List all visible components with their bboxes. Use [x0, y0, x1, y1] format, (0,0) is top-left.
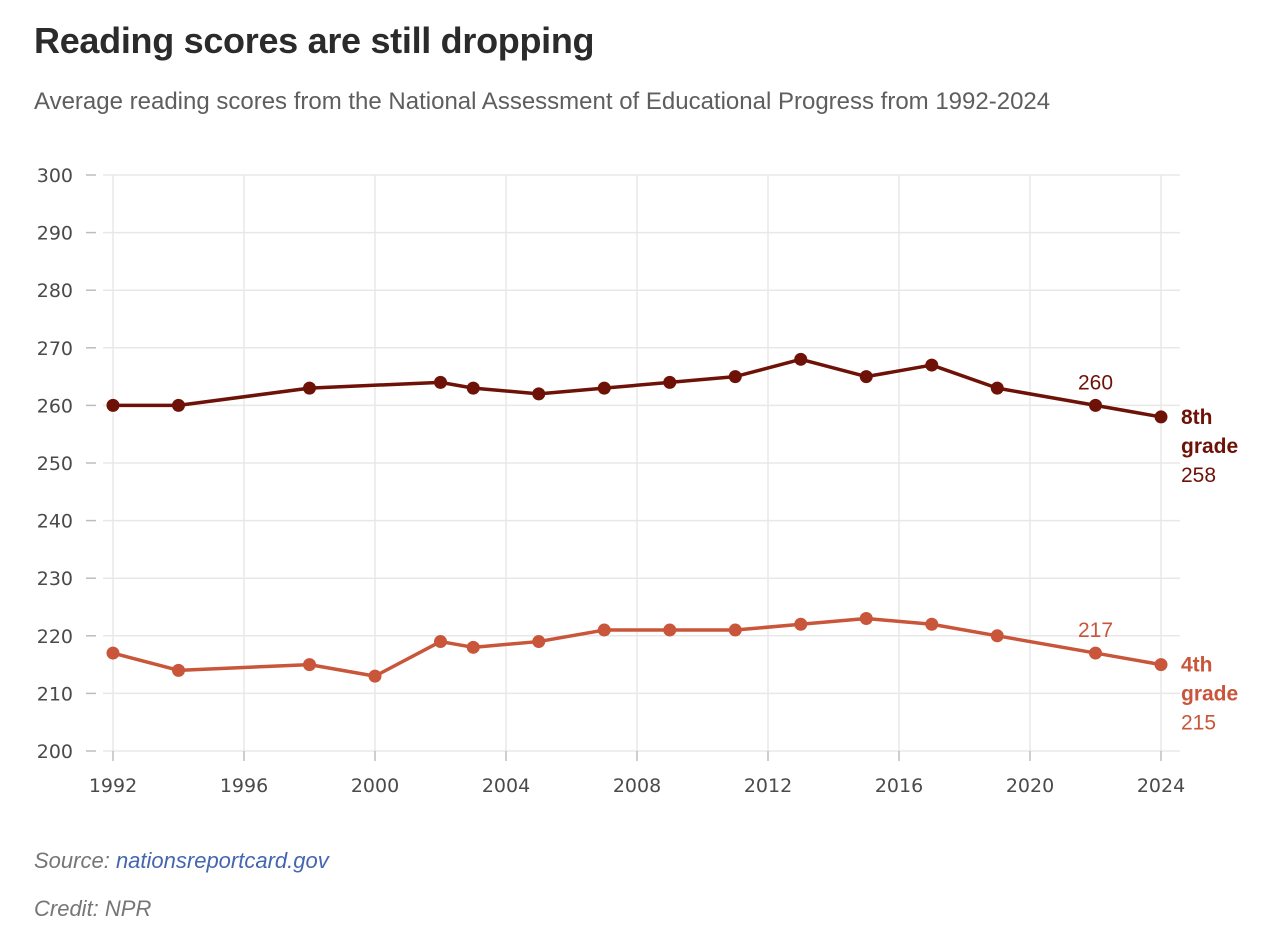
data-point-8th-grade [728, 370, 742, 384]
data-point-4th-grade [368, 669, 382, 683]
data-point-8th-grade [532, 387, 546, 401]
data-point-4th-grade [663, 623, 677, 637]
x-tick-label: 1992 [89, 775, 137, 797]
y-tick-label: 260 [37, 395, 73, 417]
axis-layer: 200 210 220 230 240 250 260 270 280 290 300 1992 199… [37, 165, 1185, 797]
data-point-4th-grade [859, 612, 873, 626]
x-tick-label: 2008 [613, 775, 661, 797]
annotation-label-4th-grade: 217 [1078, 619, 1113, 642]
end-label-4th-grade: grade [1181, 683, 1238, 706]
x-tick-label: 1996 [220, 775, 268, 797]
end-label-8th-grade: 8th [1181, 406, 1213, 429]
y-tick-label: 290 [37, 223, 73, 245]
data-point-8th-grade [859, 370, 873, 384]
chart-subtitle: Average reading scores from the National… [34, 88, 1051, 115]
credit-note: Credit: NPR [34, 896, 152, 921]
y-tick-label: 300 [37, 165, 73, 187]
y-tick-label: 250 [37, 453, 73, 475]
y-tick-label: 200 [37, 741, 73, 763]
data-point-4th-grade [925, 617, 939, 631]
end-value-label-8th-grade: 258 [1181, 464, 1216, 487]
data-point-4th-grade [303, 658, 316, 672]
series-layer [106, 352, 1168, 683]
data-point-4th-grade [794, 617, 808, 631]
data-point-4th-grade [466, 640, 480, 654]
source-prefix: Source: [34, 848, 116, 873]
data-point-8th-grade [1154, 410, 1168, 424]
x-tick-label: 2020 [1006, 775, 1054, 797]
x-tick-label: 2024 [1137, 775, 1185, 797]
data-point-4th-grade [1154, 658, 1168, 672]
end-label-4th-grade: 4th [1181, 654, 1213, 677]
y-tick-label: 210 [37, 683, 73, 705]
y-tick-label: 220 [37, 626, 73, 648]
data-point-4th-grade [106, 646, 120, 660]
data-point-8th-grade [925, 358, 939, 372]
data-point-8th-grade [303, 381, 316, 395]
data-point-4th-grade [990, 629, 1004, 643]
annotation-label-8th-grade: 260 [1078, 371, 1113, 394]
y-tick-label: 240 [37, 511, 73, 533]
data-point-4th-grade [728, 623, 742, 637]
data-point-8th-grade [597, 381, 611, 395]
data-point-8th-grade [663, 375, 677, 389]
data-point-4th-grade [172, 663, 185, 677]
data-point-8th-grade [106, 398, 120, 412]
data-point-4th-grade [532, 635, 546, 649]
data-point-4th-grade [434, 635, 447, 649]
end-value-label-4th-grade: 215 [1181, 712, 1216, 735]
data-point-8th-grade [1089, 398, 1102, 412]
data-point-4th-grade [1089, 646, 1102, 660]
data-point-8th-grade [434, 375, 447, 389]
source-note: Source: nationsreportcard.gov [34, 848, 329, 874]
y-tick-label: 280 [37, 280, 73, 302]
series-line-4th-grade [112, 616, 1162, 678]
data-point-8th-grade [466, 381, 480, 395]
source-link[interactable]: nationsreportcard.gov [115, 848, 329, 873]
x-tick-label: 2016 [875, 775, 923, 797]
data-point-4th-grade [597, 623, 611, 637]
data-point-8th-grade [794, 352, 808, 366]
label-layer: 8th grade 258 260 4th grade 215 217 [1078, 371, 1238, 734]
end-label-8th-grade: grade [1181, 435, 1238, 458]
y-tick-label: 230 [37, 568, 73, 590]
chart-title: Reading scores are still dropping [34, 20, 595, 61]
x-tick-label: 2012 [744, 775, 792, 797]
y-tick-label: 270 [37, 338, 73, 360]
grid-layer [103, 174, 1180, 752]
x-tick-label: 2004 [482, 775, 530, 797]
x-tick-label: 2000 [351, 775, 399, 797]
data-point-8th-grade [172, 398, 185, 412]
data-point-8th-grade [990, 381, 1004, 395]
